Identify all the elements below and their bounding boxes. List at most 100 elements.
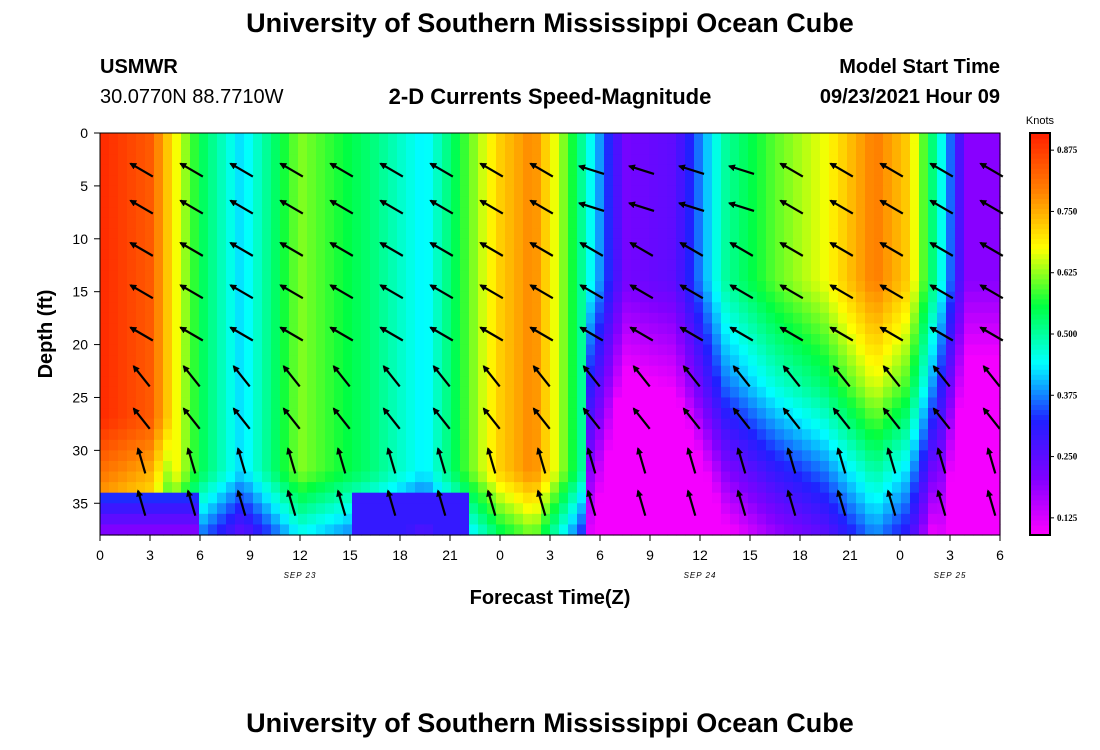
- heatmap-cell: [649, 334, 659, 346]
- heatmap-cell: [568, 217, 578, 229]
- heatmap-cell: [415, 376, 425, 388]
- heatmap-cell: [973, 217, 983, 229]
- current-vector-arrow: [679, 241, 704, 257]
- heatmap-cell: [748, 492, 758, 504]
- heatmap-cell: [397, 492, 407, 504]
- heatmap-cell: [703, 355, 713, 367]
- heatmap-cell: [262, 471, 272, 483]
- heatmap-cell: [181, 439, 191, 451]
- heatmap-cell: [154, 259, 164, 272]
- heatmap-cell: [253, 291, 263, 303]
- heatmap-cell: [838, 397, 848, 409]
- heatmap-cell: [343, 228, 353, 240]
- current-vector-arrow: [382, 365, 401, 388]
- current-vector-arrow: [577, 201, 605, 213]
- current-vector-arrow: [986, 447, 997, 474]
- heatmap-cell: [568, 143, 578, 155]
- heatmap-cell: [289, 154, 299, 166]
- heatmap-cell: [928, 185, 938, 198]
- heatmap-cell: [487, 450, 497, 462]
- heatmap-cell: [586, 418, 596, 430]
- heatmap-cell: [721, 334, 731, 346]
- heatmap-cell: [523, 503, 533, 515]
- heatmap-cell: [298, 418, 308, 430]
- heatmap-cell: [721, 386, 731, 399]
- heatmap-cell: [811, 143, 821, 155]
- heatmap-cell: [991, 524, 1001, 536]
- heatmap-cell: [892, 334, 902, 346]
- heatmap-cell: [856, 259, 866, 272]
- heatmap-cell: [757, 418, 767, 430]
- heatmap-cell: [514, 249, 524, 261]
- heatmap-cell: [262, 259, 272, 272]
- heatmap-cell: [703, 513, 713, 526]
- heatmap-cell: [892, 482, 902, 494]
- heatmap-cell: [496, 302, 506, 314]
- heatmap-cell: [370, 344, 380, 356]
- heatmap-cell: [766, 492, 776, 504]
- heatmap-cell: [280, 482, 290, 494]
- heatmap-cell: [163, 418, 173, 430]
- heatmap-cell: [703, 154, 713, 166]
- heatmap-cell: [100, 323, 110, 335]
- heatmap-cell: [703, 429, 713, 441]
- heatmap-cell: [649, 524, 659, 536]
- heatmap-cell: [658, 450, 668, 462]
- heatmap-cell: [766, 450, 776, 462]
- current-vector-arrow: [779, 199, 804, 215]
- heatmap-cell: [604, 460, 614, 473]
- heatmap-cell: [217, 143, 227, 155]
- heatmap-cell: [127, 344, 137, 356]
- heatmap-cell: [298, 238, 308, 250]
- heatmap-cell: [505, 334, 515, 346]
- heatmap-cell: [442, 133, 452, 145]
- heatmap-cell: [793, 386, 803, 399]
- heatmap-cell: [586, 429, 596, 441]
- colorbar-swatch: [1030, 504, 1050, 511]
- heatmap-cell: [298, 503, 308, 515]
- heatmap-cell: [100, 418, 110, 430]
- heatmap-cell: [514, 460, 524, 473]
- heatmap-cell: [919, 143, 929, 155]
- heatmap-cell: [703, 397, 713, 409]
- heatmap-cell: [901, 133, 911, 145]
- current-vector-arrow: [979, 199, 1004, 215]
- heatmap-cell: [613, 249, 623, 261]
- heatmap-cell: [613, 312, 623, 325]
- heatmap-cell: [433, 207, 443, 219]
- heatmap-cell: [613, 334, 623, 346]
- heatmap-cell: [163, 164, 173, 176]
- heatmap-cell: [559, 365, 569, 377]
- heatmap-cell: [757, 281, 767, 293]
- heatmap-cell: [406, 259, 416, 272]
- heatmap-cell: [874, 185, 884, 198]
- heatmap-cell: [217, 355, 227, 367]
- heatmap-cell: [487, 259, 497, 272]
- heatmap-cell: [883, 439, 893, 451]
- y-tick-label: 25: [72, 389, 88, 405]
- heatmap-cell: [334, 228, 344, 240]
- heatmap-cell: [226, 344, 236, 356]
- heatmap-cell: [604, 482, 614, 494]
- heatmap-cell: [343, 312, 353, 325]
- heatmap-cell: [208, 386, 218, 399]
- heatmap-cell: [262, 164, 272, 176]
- heatmap-cell: [973, 355, 983, 367]
- heatmap-cell: [289, 397, 299, 409]
- heatmap-cell: [685, 291, 695, 303]
- heatmap-cell: [325, 175, 335, 187]
- heatmap-cell: [316, 513, 326, 526]
- heatmap-cell: [487, 249, 497, 261]
- heatmap-cell: [892, 196, 902, 208]
- heatmap-cell: [316, 133, 326, 145]
- heatmap-cell: [694, 185, 704, 198]
- heatmap-cell: [388, 312, 398, 325]
- heatmap-cell: [478, 154, 488, 166]
- heatmap-cell: [667, 207, 677, 219]
- heatmap-cell: [667, 471, 677, 483]
- heatmap-cell: [154, 418, 164, 430]
- heatmap-cell: [424, 418, 434, 430]
- heatmap-cell: [253, 249, 263, 261]
- current-vector-arrow: [732, 365, 751, 388]
- heatmap-cell: [865, 270, 875, 282]
